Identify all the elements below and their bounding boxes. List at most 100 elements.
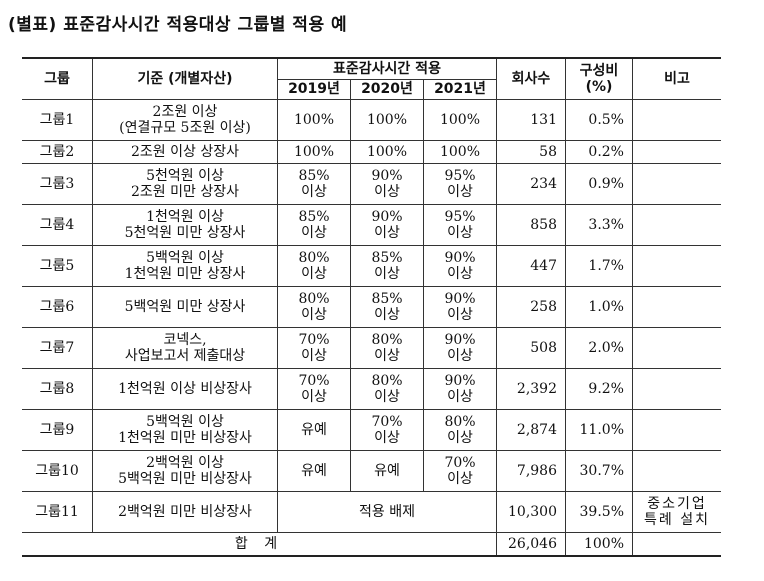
- table-row: 그룹4 1천억원 이상 5천억원 미만 상장사 85% 이상 90% 이상 95% 이상 858 3…: [22, 204, 721, 246]
- rate-2019-cell: 85% 이상: [277, 204, 351, 246]
- criteria-line1: 2백억원 이상: [146, 454, 224, 471]
- criteria-cell: 5백억원 이상 1천억원 미만 상장사: [92, 245, 278, 287]
- criteria-line2: 사업보고서 제출대상: [124, 348, 246, 364]
- col-header-companies: 회사수: [496, 57, 566, 100]
- group-label: 그룹9: [39, 421, 75, 438]
- company-count: 447: [530, 257, 557, 274]
- total-row: 합 계 26,046 100%: [22, 532, 721, 557]
- rate-2020-cell: 90% 이상: [350, 163, 424, 205]
- note-line1: 중소기업: [647, 495, 707, 512]
- group-cell: 그룹7: [22, 327, 93, 369]
- table-row: 그룹1 2조원 이상 (연결규모 5조원 이상) 100% 100% 100% 131 0.5…: [22, 99, 721, 141]
- rate-2021-cell: 100%: [423, 140, 497, 164]
- rate-value: 85%: [371, 290, 403, 307]
- table-row: 그룹3 5천억원 이상 2조원 미만 상장사 85% 이상 90% 이상 95% 이상 234 0.…: [22, 163, 721, 205]
- rate-value: 85%: [371, 249, 403, 266]
- group-label: 그룹7: [39, 339, 75, 356]
- group-cell: 그룹8: [22, 368, 93, 410]
- count-cell: 234: [496, 163, 566, 205]
- rate-value: 100%: [439, 143, 481, 160]
- criteria-cell: 5천억원 이상 2조원 미만 상장사: [92, 163, 278, 205]
- criteria-line1: 2조원 이상 상장사: [131, 143, 239, 160]
- total-note-cell: [632, 532, 721, 557]
- criteria-line2: 1천억원 미만 상장사: [124, 266, 246, 282]
- ratio-value: 9.2%: [588, 380, 624, 397]
- criteria-line1: 5백억원 미만 상장사: [124, 298, 246, 315]
- rate-2021-cell: 90% 이상: [423, 327, 497, 369]
- group-cell: 그룹1: [22, 99, 93, 141]
- rate-2020-cell: 유예: [350, 450, 424, 492]
- criteria-line1: 2백억원 미만 비상장사: [118, 503, 252, 520]
- ratio-value: 2.0%: [588, 339, 624, 356]
- ratio-value: 39.5%: [579, 503, 624, 520]
- ratio-cell: 2.0%: [565, 327, 633, 369]
- rate-2020-cell: 100%: [350, 140, 424, 164]
- col-header-2021: 2021년: [423, 78, 497, 100]
- ratio-cell: 0.5%: [565, 99, 633, 141]
- rate-value: 70%: [444, 454, 476, 471]
- page-title: (별표) 표준감사시간 적용대상 그룹별 적용 예: [8, 15, 348, 35]
- total-label: 합 계: [234, 535, 284, 552]
- group-label: 그룹1: [39, 111, 75, 128]
- rate-value: 80%: [371, 331, 403, 348]
- rate-2020-cell: 90% 이상: [350, 204, 424, 246]
- criteria-cell: 5백억원 미만 상장사: [92, 286, 278, 328]
- criteria-line1: 2조원 이상: [152, 103, 218, 120]
- ratio-cell: 1.0%: [565, 286, 633, 328]
- rate-qualifier: 이상: [301, 389, 327, 405]
- count-cell: 7,986: [496, 450, 566, 492]
- criteria-line1: 5백억원 이상: [146, 413, 224, 430]
- rate-2019-cell: 70% 이상: [277, 327, 351, 369]
- rate-value: 100%: [293, 111, 335, 128]
- rate-qualifier: 이상: [374, 225, 400, 241]
- rate-value: 95%: [444, 167, 476, 184]
- rate-2021-cell: 90% 이상: [423, 368, 497, 410]
- criteria-line1: 1천억원 이상 비상장사: [118, 380, 252, 397]
- table-row: 그룹6 5백억원 미만 상장사 80% 이상 85% 이상 90% 이상 258 1.0%: [22, 286, 721, 328]
- rate-2020-cell: 80% 이상: [350, 327, 424, 369]
- group-label: 그룹2: [39, 143, 75, 160]
- criteria-line2: 2조원 미만 상장사: [131, 184, 239, 200]
- rate-value: 95%: [444, 208, 476, 225]
- rate-qualifier: 이상: [447, 389, 473, 405]
- rate-2019-cell: 85% 이상: [277, 163, 351, 205]
- rate-value: 70%: [371, 413, 403, 430]
- ratio-cell: 0.9%: [565, 163, 633, 205]
- criteria-line2: 1천억원 미만 비상장사: [118, 430, 252, 446]
- col-header-2020: 2020년: [350, 78, 424, 100]
- rate-2021-cell: 70% 이상: [423, 450, 497, 492]
- rate-qualifier: 이상: [447, 266, 473, 282]
- header-row-1: 그룹 기준 (개별자산) 표준감사시간 적용 회사수 구성비 (%) 비고: [22, 57, 721, 100]
- rate-value: 90%: [444, 249, 476, 266]
- ratio-value: 3.3%: [588, 216, 624, 233]
- table-row: 그룹8 1천억원 이상 비상장사 70% 이상 80% 이상 90% 이상 2,392 9.2%: [22, 368, 721, 410]
- rate-2020-cell: 80% 이상: [350, 368, 424, 410]
- ratio-cell: 30.7%: [565, 450, 633, 492]
- total-count: 26,046: [508, 535, 557, 552]
- rate-2019-cell: 80% 이상: [277, 286, 351, 328]
- ratio-value: 0.9%: [588, 175, 624, 192]
- group-cell: 그룹9: [22, 409, 93, 451]
- criteria-cell: 코넥스, 사업보고서 제출대상: [92, 327, 278, 369]
- criteria-line1: 1천억원 이상: [146, 208, 224, 225]
- rate-qualifier: 이상: [447, 471, 473, 487]
- table-row: 그룹5 5백억원 이상 1천억원 미만 상장사 80% 이상 85% 이상 90% 이상 447 1…: [22, 245, 721, 287]
- rate-2021-cell: 90% 이상: [423, 245, 497, 287]
- rate-2020-cell: 85% 이상: [350, 286, 424, 328]
- total-ratio-cell: 100%: [565, 532, 633, 557]
- rate-2021-cell: 90% 이상: [423, 286, 497, 328]
- table-row: 그룹11 2백억원 미만 비상장사 적용 배제 10,300 39.5% 중소기업 특례 설…: [22, 491, 721, 533]
- count-cell: 258: [496, 286, 566, 328]
- company-count: 2,392: [516, 380, 557, 397]
- criteria-cell: 5백억원 이상 1천억원 미만 비상장사: [92, 409, 278, 451]
- merged-rate-cell: 적용 배제: [277, 491, 497, 533]
- count-cell: 10,300: [496, 491, 566, 533]
- rate-value: 90%: [444, 331, 476, 348]
- rate-qualifier: 이상: [447, 430, 473, 446]
- criteria-cell: 2조원 이상 (연결규모 5조원 이상): [92, 99, 278, 141]
- rate-qualifier: 이상: [301, 348, 327, 364]
- ratio-cell: 1.7%: [565, 245, 633, 287]
- rate-value: 80%: [298, 249, 330, 266]
- criteria-line1: 5천억원 이상: [146, 167, 224, 184]
- ratio-cell: 11.0%: [565, 409, 633, 451]
